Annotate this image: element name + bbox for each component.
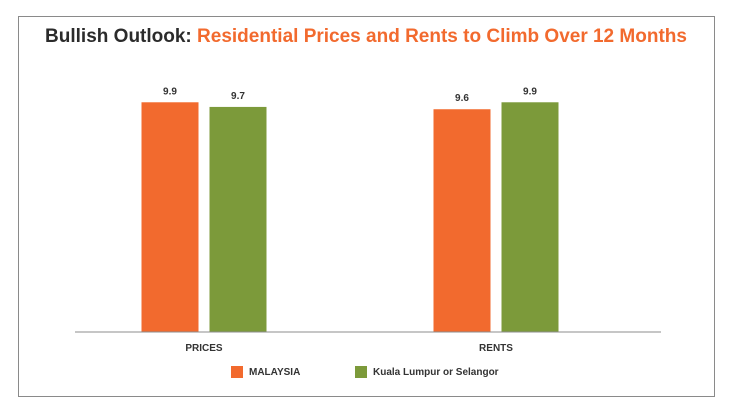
chart-frame <box>18 16 715 397</box>
legend-label-malaysia: MALAYSIA <box>249 366 301 378</box>
legend-item-malaysia: MALAYSIA <box>231 366 300 378</box>
data-label-rents-kuala-lumpur-or-selangor: 9.9 <box>523 86 537 97</box>
legend-item-kuala-lumpur-or-selangor: Kuala Lumpur or Selangor <box>355 366 499 378</box>
legend: MALAYSIA Kuala Lumpur or Selangor <box>0 366 732 382</box>
chart-title: Bullish Outlook: Residential Prices and … <box>0 26 732 48</box>
data-label-prices-malaysia: 9.9 <box>163 86 177 97</box>
bar-rents-kuala-lumpur-or-selangor <box>501 102 559 332</box>
bar-prices-malaysia <box>141 102 199 332</box>
chart-title-lead: Bullish Outlook: <box>45 26 192 47</box>
legend-swatch-malaysia <box>231 366 243 378</box>
x-tick-label-rents: RENTS <box>479 343 513 354</box>
legend-swatch-kuala-lumpur-or-selangor <box>355 366 367 378</box>
legend-label-kuala-lumpur-or-selangor: Kuala Lumpur or Selangor <box>373 366 499 378</box>
bar-prices-kuala-lumpur-or-selangor <box>209 106 267 332</box>
data-label-rents-malaysia: 9.6 <box>455 93 469 104</box>
bar-rents-malaysia <box>433 109 491 332</box>
data-label-prices-kuala-lumpur-or-selangor: 9.7 <box>231 91 245 102</box>
chart-title-rest: Residential Prices and Rents to Climb Ov… <box>197 26 687 47</box>
x-tick-label-prices: PRICES <box>185 343 223 354</box>
